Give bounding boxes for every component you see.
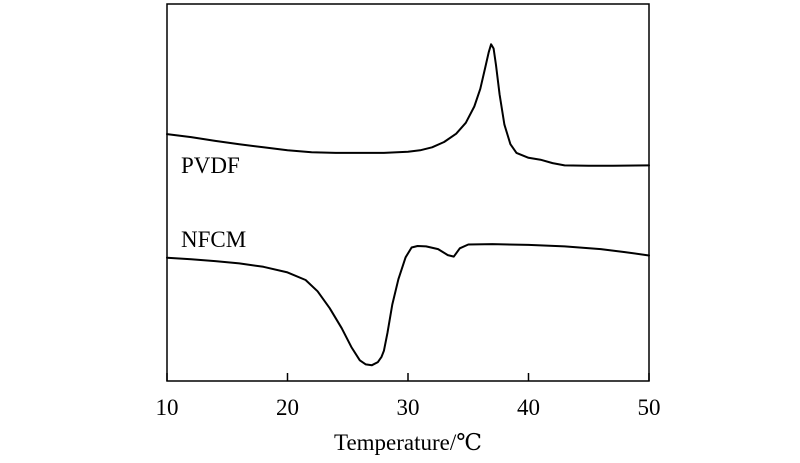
series-line-pvdf xyxy=(166,43,650,167)
x-tick-label-10: 10 xyxy=(156,395,179,420)
x-tick-label-20: 20 xyxy=(276,395,299,420)
series-label-nfcm: NFCM xyxy=(181,227,246,252)
plot-frame xyxy=(166,3,650,382)
x-ticks xyxy=(166,373,650,381)
series-lines xyxy=(166,43,650,367)
series-label-pvdf: PVDF xyxy=(181,153,240,178)
x-tick-labels: 10 20 30 40 50 xyxy=(156,395,661,420)
series-line-nfcm xyxy=(166,243,650,367)
x-tick-label-30: 30 xyxy=(397,395,420,420)
x-axis-title: Temperature/℃ xyxy=(334,430,482,455)
x-tick-label-50: 50 xyxy=(638,395,661,420)
x-tick-label-40: 40 xyxy=(517,395,540,420)
